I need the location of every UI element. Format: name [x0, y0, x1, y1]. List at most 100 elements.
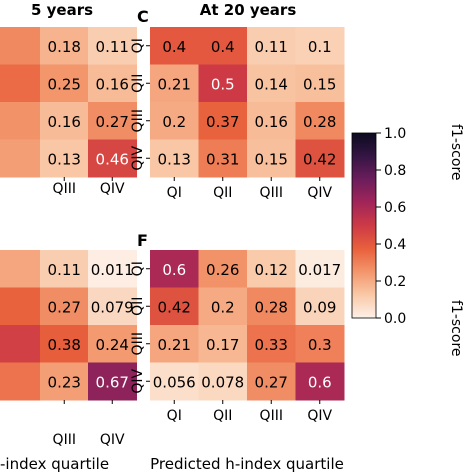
panel-f-cell-label: 0.078	[201, 373, 244, 391]
panel-e-cut-cell	[0, 325, 41, 363]
panel-c-cell-label: 0.4	[162, 38, 186, 56]
panel-e-cell-label: 0.23	[48, 373, 81, 391]
panel-f-cell-label: 0.28	[255, 298, 288, 316]
panel-e-cell-label: 0.27	[48, 298, 81, 316]
panel-c-title: At 20 years	[200, 1, 297, 19]
panel-c-xtick-label: QI	[167, 185, 182, 201]
panel-f-cell-label: 0.056	[153, 373, 196, 391]
panel-b-heatmap: 0.18 0.11 0.25 0.16 0.16 0.27 0.13 0.46 QIII QIV	[0, 27, 137, 197]
panel-f-cell-label: 0.12	[255, 261, 288, 279]
panel-f-cell-label: 0.2	[211, 298, 235, 316]
panel-c-cell-label: 0.4	[211, 38, 235, 56]
colorbar-tick-label: 0.4	[384, 237, 406, 253]
panel-b-cell-label: 0.18	[48, 38, 81, 56]
panel-c-cell-label: 0.42	[303, 150, 336, 168]
panel-c-ytick-label: QIV	[130, 145, 146, 170]
colorbar-tick-label: 1.0	[384, 126, 406, 142]
panel-b-cell-label: 0.16	[96, 75, 129, 93]
panel-c-cell-label: 0.5	[211, 75, 235, 93]
panel-f-cell-label: 0.17	[206, 336, 239, 354]
colorbar-tick-label: 0.0	[384, 311, 406, 327]
panel-c-cell-label: 0.37	[206, 113, 239, 131]
panel-e-cell-label: 0.38	[48, 336, 81, 354]
panel-e-cell-label: 0.11	[48, 261, 81, 279]
panel-f-cell-label: 0.09	[303, 298, 336, 316]
panel-f-cell-label: 0.21	[158, 336, 191, 354]
panel-f-xtick-label: QI	[167, 408, 182, 424]
panel-c-letter: C	[137, 7, 149, 26]
panel-c-cell-label: 0.28	[303, 113, 336, 131]
panel-e-cell-label: 0.079	[91, 298, 134, 316]
panel-c-cell-label: 0.31	[206, 150, 239, 168]
panel-c-ytick-label: QII	[130, 74, 146, 93]
panel-e-cut-cell	[0, 288, 41, 326]
colorbar: 1.0 0.8 0.6 0.4 0.2 0.0	[352, 126, 406, 327]
panel-f-xlabel: Predicted h-index quartile	[150, 455, 344, 473]
panel-e-heatmap: 0.11 0.0110.27 0.0790.38 0.240.23 0.67QIII QI…	[0, 250, 137, 448]
panel-b-cell-label: 0.11	[96, 38, 129, 56]
panel-c-cell-label: 0.21	[158, 75, 191, 93]
panel-c-cell-label: 0.13	[158, 150, 191, 168]
panel-c-xtick-label: QII	[213, 185, 232, 201]
panel-b-cell-label: 0.13	[48, 150, 81, 168]
panel-f-letter: F	[137, 231, 148, 250]
panel-b-xtick-label: QIV	[100, 181, 125, 197]
panel-f-cell-label: 0.017	[298, 261, 341, 279]
panel-f-xtick-label: QIV	[307, 408, 332, 424]
colorbar-tick-label: 0.6	[384, 200, 406, 216]
panel-e-cut-cell	[0, 363, 41, 401]
panel-c-cell-label: 0.11	[255, 38, 288, 56]
panel-b-cell-label: 0.46	[96, 150, 129, 168]
panel-b-cut-cell	[0, 102, 41, 140]
panel-e-cut-cell	[0, 250, 41, 288]
panel-e-cell-label: 0.67	[96, 373, 129, 391]
panel-f-xtick-label: QIII	[260, 408, 283, 424]
panel-c-cell-label: 0.15	[255, 150, 288, 168]
panel-e-cell-label: 0.011	[91, 261, 134, 279]
panel-f-cell-label: 0.26	[206, 261, 239, 279]
panel-b-title: 5 years	[31, 1, 93, 19]
panel-b-cell-label: 0.16	[48, 113, 81, 131]
panel-e-xtick-label: QIII	[53, 432, 76, 448]
side-label-top: f1-score	[448, 124, 464, 181]
panel-b-cell-label: 0.25	[48, 75, 81, 93]
panel-b: 5 years 0.18 0.11 0.25 0.16 0.16 0.27 0.13 0.46…	[0, 1, 137, 197]
side-label-bottom: f1-score	[448, 300, 464, 357]
colorbar-tick-label: 0.8	[384, 163, 406, 179]
panel-e-xlabel: -index quartile	[0, 455, 109, 473]
panel-e-xtick-label: QIV	[100, 432, 125, 448]
panel-c-cell-label: 0.15	[303, 75, 336, 93]
panel-c-cell-label: 0.14	[255, 75, 288, 93]
panel-f-ytick-label: QI	[130, 261, 146, 276]
panel-c-ytick-label: QI	[130, 38, 146, 53]
panel-b-cell-label: 0.27	[96, 113, 129, 131]
panel-c-xtick-label: QIV	[307, 185, 332, 201]
panel-c-cell-label: 0.16	[255, 113, 288, 131]
panel-f: F 0.6 0.26 0.12 0.017 0.42 0.2 0.28 0.09 0.21 0.1…	[130, 231, 345, 473]
panel-b-xtick-label: QIII	[53, 181, 76, 197]
panel-f-cell-label: 0.27	[255, 373, 288, 391]
panel-b-cut-cell	[0, 140, 41, 178]
panel-f-ytick-label: QII	[130, 297, 146, 316]
panel-f-xtick-label: QII	[213, 408, 232, 424]
panel-f-cell-label: 0.42	[158, 298, 191, 316]
colorbar-fill	[352, 133, 376, 318]
panel-f-cell-label: 0.6	[162, 261, 186, 279]
panel-c-cell-label: 0.1	[308, 38, 332, 56]
panel-f-cell-label: 0.3	[308, 336, 332, 354]
panel-c-heatmap: 0.4 0.4 0.11 0.1 0.21 0.5 0.14 0.15 0.2 0.37 0.16 0…	[130, 27, 345, 201]
panel-f-heatmap: 0.6 0.26 0.12 0.017 0.42 0.2 0.28 0.09 0.21 0.17 0…	[130, 250, 345, 424]
panel-b-cut-cell	[0, 27, 41, 65]
panel-c-xtick-label: QIII	[260, 185, 283, 201]
panel-f-cell-label: 0.6	[308, 373, 332, 391]
panel-b-cut-cell	[0, 65, 41, 103]
colorbar-tick-label: 0.2	[384, 274, 406, 290]
panel-f-ytick-label: QIV	[130, 368, 146, 393]
panel-c: C At 20 years 0.4 0.4 0.11 0.10.21 0.5 0.14 0.…	[130, 1, 345, 201]
panel-f-ytick-label: QIII	[130, 332, 146, 355]
panel-f-cell-label: 0.33	[255, 336, 288, 354]
panel-e: 0.11 0.011 0.27 0.079 0.38 0.24 0.23 0.67 QIII QI…	[0, 250, 137, 473]
panel-c-ytick-label: QIII	[130, 109, 146, 132]
panel-c-cell-label: 0.2	[162, 113, 186, 131]
